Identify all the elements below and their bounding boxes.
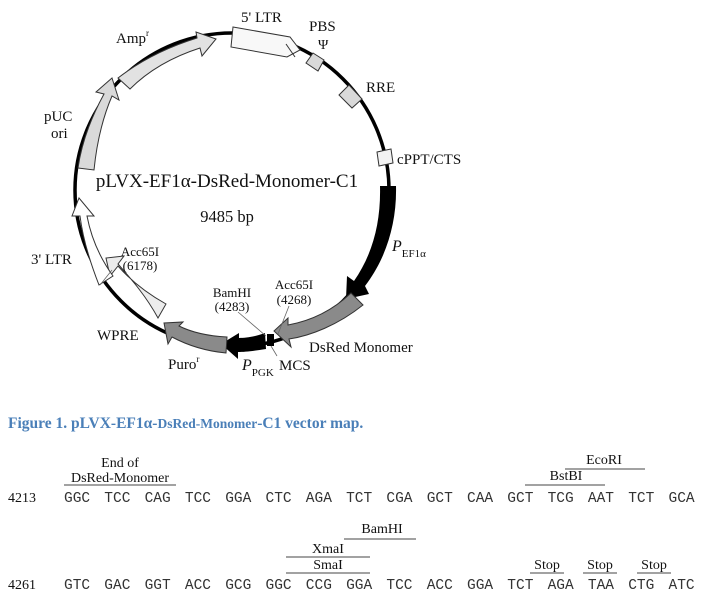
- feature-amp-arrow: [117, 31, 217, 90]
- end-label-line1: End of: [101, 456, 139, 471]
- row2-codon: GGT: [145, 578, 171, 594]
- plasmid-map: pLVX-EF1α-DsRed-Monomer-C1 9485 bp 5' LT…: [31, 10, 461, 379]
- row1-codon: TCT: [628, 491, 654, 507]
- mcs-mark: [267, 334, 274, 346]
- row2-codon: GCG: [225, 578, 251, 594]
- label-mcs: MCS: [279, 358, 311, 374]
- label-puro: Puror: [168, 354, 199, 373]
- label-pbs: PBS: [309, 19, 336, 35]
- feature-3ltr-arrow: [71, 197, 114, 286]
- row2-codon: CTG: [628, 578, 654, 594]
- acc65i-right-pointer: [277, 305, 290, 335]
- row2-codon: CCG: [306, 578, 332, 594]
- row2-codon: AGA: [548, 578, 574, 594]
- row1-codon: GCT: [427, 491, 453, 507]
- label-puc-line2: ori: [51, 126, 68, 142]
- row1-codon: AGA: [306, 491, 332, 507]
- stop-label-3: Stop: [641, 558, 667, 573]
- caption-prefix: Figure 1. pLVX-EF1α-: [8, 415, 158, 432]
- feature-psi-box: [305, 52, 325, 72]
- feature-pef1a-arrow: [346, 186, 397, 299]
- row1-codon: GGA: [225, 491, 251, 507]
- label-psi: Ψ: [318, 38, 329, 53]
- row2-codons: GTC GAC GGT ACC GCG GGC CCG GGA TCC ACC GGA TCT AGA T…: [64, 578, 695, 594]
- label-5ltr: 5' LTR: [241, 10, 282, 26]
- feature-cppt-box: [376, 148, 394, 167]
- site-ecori-label: EcoRI: [586, 453, 622, 468]
- caption-suffix: -C1 vector map.: [257, 415, 364, 432]
- label-rre: RRE: [366, 80, 395, 96]
- site-acc65i-right-name: Acc65I: [275, 277, 313, 292]
- row1-codon: GCT: [507, 491, 533, 507]
- row1-codon: TCT: [346, 491, 372, 507]
- feature-puro-arrow: [163, 321, 228, 354]
- row2-codon: GGA: [346, 578, 372, 594]
- feature-rre-box: [338, 84, 363, 109]
- feature-ppgk-arrow: [221, 333, 266, 359]
- row1-codon: GCA: [669, 491, 695, 507]
- acc65i-left-pointer: [99, 269, 113, 286]
- figure-caption: Figure 1. pLVX-EF1α-DsRed-Monomer-C1 vec…: [8, 415, 363, 433]
- row1-codon: TCC: [185, 491, 211, 507]
- label-3ltr: 3' LTR: [31, 252, 72, 268]
- site-xmai-label: XmaI: [312, 542, 344, 557]
- row2-codon: GGA: [467, 578, 493, 594]
- row2-codon: GGC: [266, 578, 292, 594]
- stop-label-2: Stop: [587, 558, 613, 573]
- site-acc65i-right-pos: (4268): [277, 292, 312, 307]
- row2-codon: ACC: [427, 578, 453, 594]
- site-smai-label: SmaI: [313, 558, 343, 573]
- row1-codon: CGA: [386, 491, 412, 507]
- row2-codon: TAA: [588, 578, 614, 594]
- site-acc65i-left-pos: (6178): [123, 258, 158, 273]
- row2-codon: ATC: [669, 578, 695, 594]
- row1-codon: AAT: [588, 491, 614, 507]
- label-puc-line1: pUC: [44, 109, 72, 125]
- site-bamhi-seq-label: BamHI: [361, 522, 403, 537]
- row1-number: 4213: [8, 491, 36, 506]
- feature-wpre-arrow: [105, 255, 167, 320]
- row2-codon: ACC: [185, 578, 211, 594]
- feature-dsred-arrow: [273, 292, 364, 349]
- plasmid-size: 9485 bp: [200, 207, 254, 226]
- row2-number: 4261: [8, 578, 36, 593]
- row2-codon: GAC: [104, 578, 130, 594]
- site-bamhi-name: BamHI: [213, 285, 251, 300]
- row1-codon: CAG: [145, 491, 171, 507]
- label-cppt: cPPT/CTS: [397, 152, 461, 168]
- bamhi-pointer: [237, 311, 267, 337]
- row1-codon: TCC: [104, 491, 130, 507]
- row1-codons: GGC TCC CAG TCC GGA CTC AGA TCT CGA GCT CAA GCT TCG A…: [64, 491, 695, 507]
- label-dsred: DsRed Monomer: [309, 340, 413, 356]
- end-label-line2: DsRed-Monomer: [71, 471, 169, 486]
- row1-codon: GGC: [64, 491, 90, 507]
- row2-codon: TCC: [386, 578, 412, 594]
- row2-codon: TCT: [507, 578, 533, 594]
- pbs-tick: [285, 43, 296, 58]
- site-bstbi-label: BstBI: [550, 469, 583, 484]
- label-wpre: WPRE: [97, 328, 139, 344]
- feature-puc-arrow: [77, 77, 120, 171]
- stop-label-1: Stop: [534, 558, 560, 573]
- row1-codon: TCG: [548, 491, 574, 507]
- site-bamhi-pos: (4283): [215, 299, 250, 314]
- label-amp: Ampr: [116, 28, 149, 47]
- plasmid-name: pLVX-EF1α-DsRed-Monomer-C1: [96, 171, 358, 192]
- mcs-pointer: [270, 345, 278, 357]
- sequence-area: End of DsRed-Monomer EcoRI BstBI 4213 GG…: [8, 453, 695, 594]
- row2-codon: GTC: [64, 578, 90, 594]
- row1-codon: CTC: [266, 491, 292, 507]
- site-acc65i-left-name: Acc65I: [121, 244, 159, 259]
- row1-codon: CAA: [467, 491, 493, 507]
- feature-5ltr-arrow: [230, 26, 301, 58]
- caption-middle: DsRed-Monomer: [157, 416, 258, 431]
- label-pef1a: PEF1α: [391, 238, 426, 260]
- label-ppgk: PPGK: [241, 357, 274, 379]
